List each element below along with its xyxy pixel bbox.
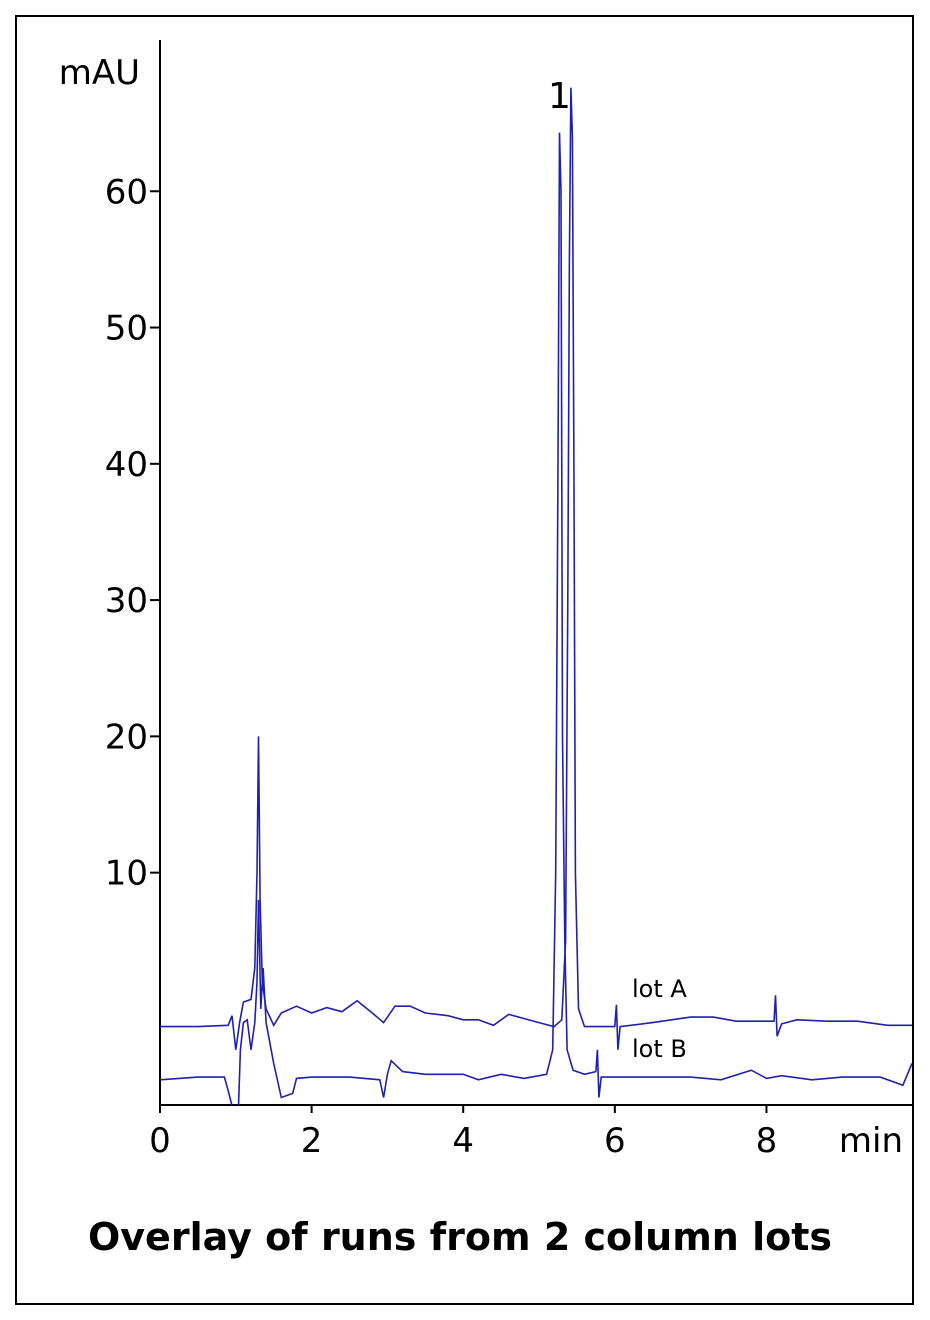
y-tick-label: 30 — [105, 581, 148, 621]
annotation: 1 — [548, 76, 571, 117]
x-axis-label: min — [839, 1121, 903, 1161]
frame — [15, 15, 914, 1305]
x-tick-label: 6 — [604, 1121, 626, 1161]
y-tick-label: 40 — [105, 445, 148, 485]
trace — [160, 87, 912, 1050]
y-tick-label: 50 — [105, 309, 148, 349]
x-tick-label: 0 — [149, 1121, 171, 1161]
y-tick-label: 60 — [105, 172, 148, 212]
plot-area — [160, 87, 913, 1105]
annotation: lot B — [632, 1035, 687, 1063]
x-tick-label: 4 — [452, 1121, 474, 1161]
y-tick-label: 10 — [105, 854, 148, 894]
y-axis-label: mAU — [59, 53, 140, 93]
annotation: lot A — [632, 975, 687, 1003]
y-tick-label: 20 — [105, 717, 148, 757]
trace — [160, 132, 913, 1105]
x-tick-label: 8 — [756, 1121, 778, 1161]
chart-title: Overlay of runs from 2 column lots — [88, 1215, 832, 1259]
x-tick-label: 2 — [301, 1121, 323, 1161]
